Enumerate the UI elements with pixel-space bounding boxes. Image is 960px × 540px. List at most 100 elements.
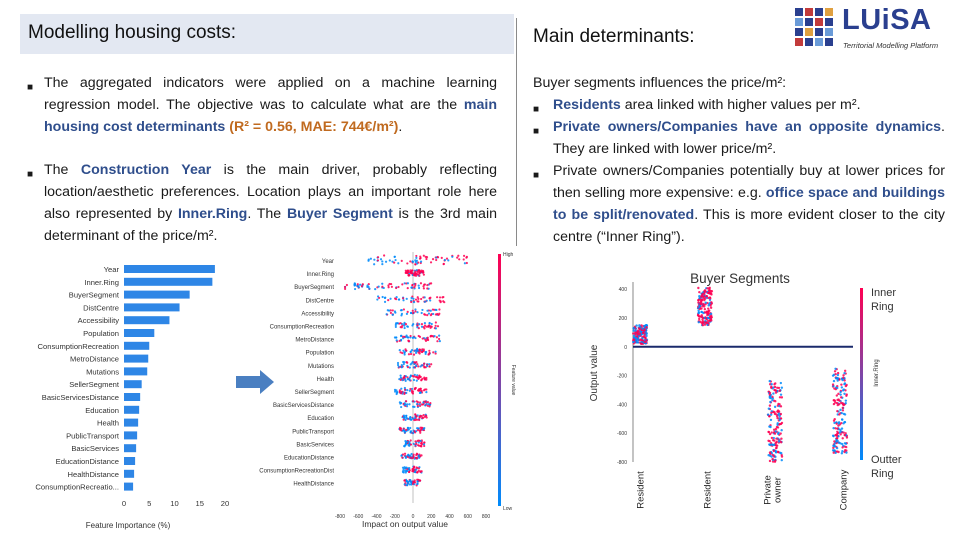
buyer-point [845,394,848,397]
shap-point [405,440,409,444]
shap-point [404,471,407,474]
buyer-point [844,432,847,435]
fi-feature-label: Inner.Ring [84,278,119,287]
shap-point [424,255,427,258]
shap-point [436,325,440,328]
shap-point [361,283,364,286]
buyer-point [643,336,647,339]
shap-feature-label: ConsumptionRecreation [270,325,334,331]
shap-point [381,295,384,299]
shap-colorbar-label: Feature value [510,365,516,396]
shap-point [406,403,409,406]
shap-feature-label: Accessibility [301,311,334,317]
shap-point [403,282,406,285]
shap-point [411,360,414,364]
buyer-point [632,327,636,330]
buyer-point [842,422,845,425]
shap-point [406,417,409,420]
buyer-point [634,336,638,339]
fi-bar [124,277,213,286]
shap-point [426,401,429,404]
shap-point [423,327,426,330]
buyer-point [698,304,701,308]
shap-point [373,258,376,261]
buyer-point [767,430,770,434]
shap-point [422,389,426,392]
buyer-point [834,451,837,455]
buyer-point [839,396,843,399]
shap-point [447,259,450,262]
shap-point [376,259,380,262]
buyer-point [772,436,775,440]
buyer-colorbar [860,288,863,460]
shap-point [408,274,411,277]
shap-point [407,377,410,381]
shap-point [401,351,404,355]
shap-point [414,375,417,378]
shap-point [345,283,349,287]
buyer-point [780,429,783,432]
shap-point [394,390,397,393]
shap-point [409,269,412,272]
shap-point [403,403,406,407]
bullet-square-icon: ■ [533,170,540,181]
buyer-ytick-label: 0 [624,345,627,351]
shap-point [418,401,422,404]
shap-point [415,379,418,382]
shap-point [398,389,401,392]
buyer-point [843,433,846,437]
shap-point [422,416,425,419]
shap-point [399,351,402,354]
shap-xtick-label: -600 [353,514,363,520]
shap-point [395,392,398,396]
shap-point [421,364,424,367]
shap-point [429,314,432,317]
buyer-point [637,338,640,342]
shap-point [414,298,418,301]
bullet-square-icon: ■ [533,126,540,137]
shap-point [406,483,409,487]
shap-point [425,414,428,417]
shap-point [402,414,406,417]
shap-point [367,258,370,261]
buyer-point [704,301,707,304]
buyer-point [775,446,778,449]
buyer-point [778,451,782,455]
shap-point [425,257,428,261]
shap-point [412,400,415,403]
shap-point [412,453,415,456]
buyer-point [779,405,783,408]
shap-point [438,312,441,315]
shap-point [442,262,445,265]
shap-point [458,258,461,261]
shap-point [435,336,439,339]
buyer-point [834,377,838,380]
buyer-point [632,329,635,332]
shap-point [420,311,423,315]
shap-point [391,309,394,312]
shap-point [367,282,370,286]
fi-xtick-label: 15 [196,499,204,508]
buyer-point [773,385,777,389]
buyer-point [844,399,848,402]
shap-point [422,254,425,257]
buyer-segment-highlight: Buyer Segment [286,206,393,222]
shap-point [405,297,408,300]
shap-point [410,271,413,274]
shap-point [422,414,425,417]
shap-point [415,254,418,258]
buyer-point [837,422,840,425]
shap-point [409,431,412,434]
buyer-point [845,436,849,439]
fi-feature-label: PublicTransport [66,431,120,440]
shap-point [369,257,372,260]
shap-colorbar-low-label: Low [503,506,513,512]
shap-feature-label: Population [306,351,334,357]
shap-point [418,418,421,422]
shap-point [415,402,419,406]
shap-point [402,469,405,472]
shap-point [412,336,415,339]
shap-point [408,379,411,382]
shap-point [407,353,411,356]
shap-point [410,452,413,456]
